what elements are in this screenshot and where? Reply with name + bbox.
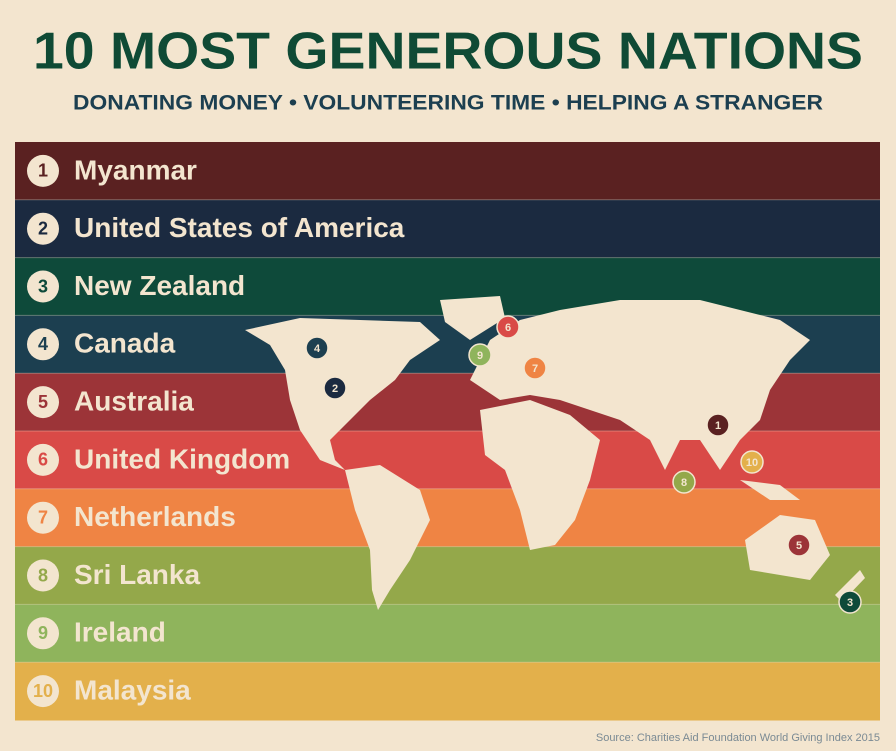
rank-badge (27, 617, 59, 650)
country-name: United States of America (74, 212, 405, 243)
rank-number: 5 (38, 392, 48, 412)
country-name: Malaysia (74, 674, 191, 705)
map-pin-number: 2 (332, 383, 338, 395)
map-pin-number: 9 (477, 350, 483, 362)
subtitle: DONATING MONEY • VOLUNTEERING TIME • HEL… (73, 92, 823, 115)
country-name: United Kingdom (74, 443, 290, 474)
map-pin (706, 413, 730, 437)
row-band (15, 604, 880, 663)
rank-number: 6 (38, 450, 48, 470)
map-pin (468, 343, 492, 367)
map-pin-number: 5 (796, 540, 802, 552)
source: Source: Charities Aid Foundation World G… (596, 732, 880, 744)
map-pin (838, 590, 862, 614)
map-pin-number: 4 (314, 343, 321, 355)
map-pin-number: 7 (532, 363, 538, 375)
map-pin-number: 10 (746, 457, 758, 469)
islands (740, 480, 800, 500)
country-name: Australia (74, 385, 194, 416)
rank-number: 1 (38, 161, 48, 181)
map-pin (305, 336, 329, 360)
map-pin (323, 376, 347, 400)
map-pin-number: 1 (715, 420, 721, 432)
africa (480, 400, 600, 550)
rank-badge (27, 386, 59, 419)
rank-number: 10 (33, 681, 53, 701)
rank-badge (27, 501, 59, 534)
rank-number: 4 (38, 334, 48, 354)
country-name: New Zealand (74, 270, 245, 301)
row-band (15, 199, 880, 259)
row-band (15, 546, 880, 605)
rank-badge (27, 443, 59, 476)
rank-number: 7 (38, 507, 48, 527)
south-america (345, 465, 430, 610)
uk (498, 333, 513, 356)
rank-number: 3 (38, 276, 48, 296)
rank-badge (27, 559, 59, 592)
row-band (15, 142, 880, 201)
greenland (440, 296, 505, 340)
rank-badge (27, 675, 59, 708)
map-pin (523, 356, 547, 380)
map-pin (740, 450, 764, 474)
rank-badge (27, 154, 59, 187)
map-pins: 1 2 3 4 5 6 7 8 9 10 (305, 315, 862, 614)
map-pin (787, 533, 811, 557)
country-name: Sri Lanka (74, 559, 200, 590)
country-name: Myanmar (74, 154, 197, 185)
map-pin-number: 3 (847, 597, 853, 609)
map-pin (672, 470, 696, 494)
rank-number: 8 (38, 565, 48, 585)
australia (745, 515, 830, 580)
rank-badge (27, 212, 59, 245)
map-pin (496, 315, 520, 339)
country-name: Canada (74, 328, 176, 359)
map-pin-number: 8 (681, 477, 687, 489)
rank-number: 9 (38, 623, 48, 643)
country-name: Netherlands (74, 501, 236, 532)
map-pin-number: 6 (505, 322, 511, 334)
row-band (15, 662, 880, 721)
rows: 1 Myanmar 2 United States of America 3 New Ze… (15, 142, 880, 721)
country-name: Ireland (74, 617, 166, 648)
title: 10 MOST GENEROUS NATIONS (33, 23, 863, 81)
rank-badge (27, 270, 59, 303)
rank-number: 2 (38, 218, 48, 238)
rank-badge (27, 328, 59, 361)
row-band (15, 488, 880, 548)
